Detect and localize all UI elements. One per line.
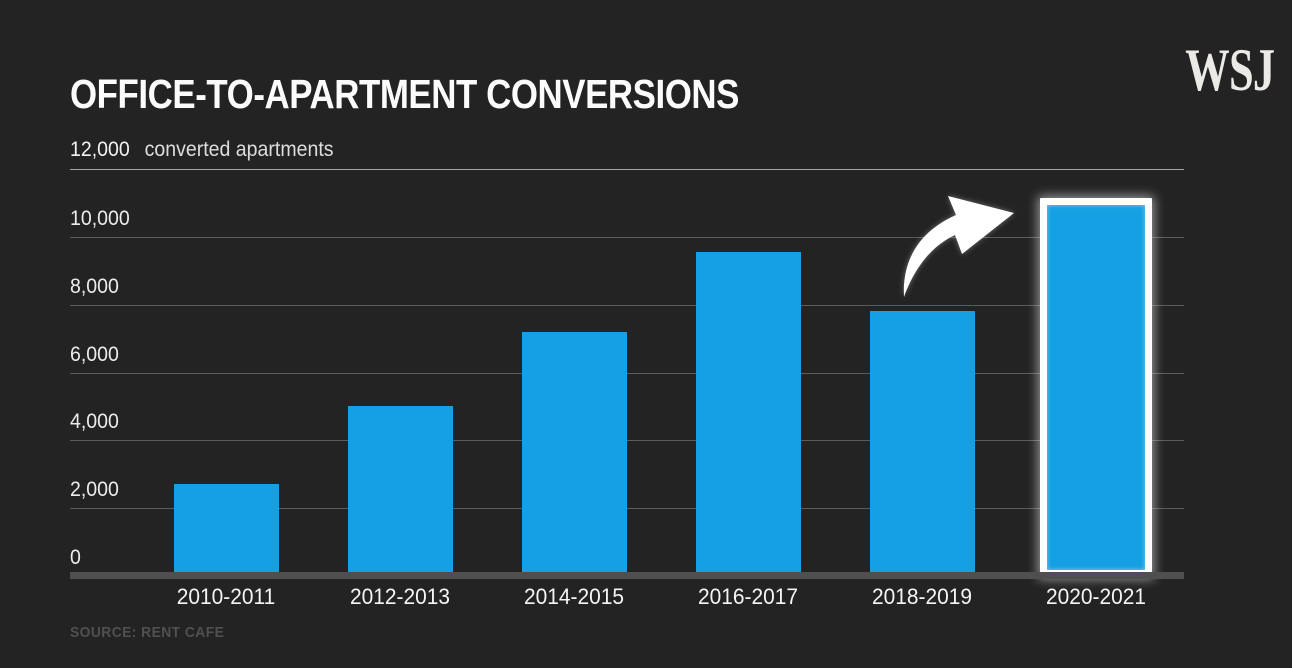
source-credit: SOURCE: RENT CAFE: [70, 624, 225, 641]
ytick-label-4000: 4,000: [70, 410, 119, 433]
bar-highlighted-2020-2021: [1040, 198, 1152, 577]
gridline-4000: [70, 440, 1184, 441]
gridline-2000: [70, 508, 1184, 509]
gridline-12000: [70, 169, 1184, 170]
gridline-6000: [70, 373, 1184, 374]
xtick-label-2016-2017: 2016-2017: [698, 584, 798, 609]
xtick-label-2010-2011: 2010-2011: [176, 584, 276, 609]
bar-2016-2017: [695, 252, 801, 577]
bar-2010-2011: [173, 484, 279, 577]
xtick-label-2020-2021: 2020-2021: [1046, 584, 1146, 609]
ytick-label-0: 0: [70, 546, 81, 569]
x-axis-baseline: [70, 572, 1184, 579]
xtick-label-2018-2019: 2018-2019: [872, 584, 972, 609]
bar-2012-2013: [347, 406, 453, 577]
xtick-label-2014-2015: 2014-2015: [524, 584, 624, 609]
chart-title: OFFICE-TO-APARTMENT CONVERSIONS: [70, 71, 739, 117]
y-axis-top-value: 12,000: [70, 138, 130, 161]
ytick-label-8000: 8,000: [70, 275, 119, 298]
ytick-label-2000: 2,000: [70, 478, 119, 501]
bar-2018-2019: [869, 311, 975, 577]
y-axis-header: 12,000 converted apartments: [70, 138, 334, 162]
bar-2014-2015: [521, 332, 627, 577]
y-axis-unit-label: converted apartments: [144, 138, 334, 161]
ytick-label-6000: 6,000: [70, 343, 119, 366]
gridline-8000: [70, 305, 1184, 306]
ytick-label-10000: 10,000: [70, 207, 130, 230]
xtick-label-2012-2013: 2012-2013: [350, 584, 450, 609]
gridline-10000: [70, 237, 1184, 238]
wsj-logo: WSJ: [1184, 37, 1275, 103]
